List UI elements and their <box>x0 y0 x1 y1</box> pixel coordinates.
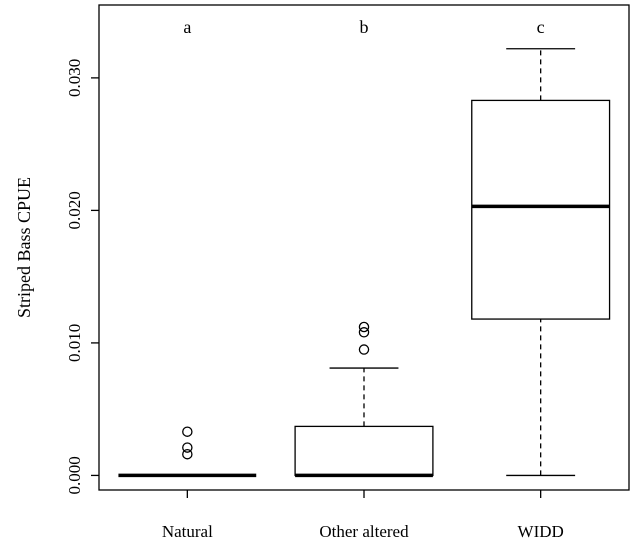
outlier-point <box>182 448 193 460</box>
outlier-point <box>182 426 193 437</box>
box-iqr <box>471 99 611 320</box>
y-axis-label: Striped Bass CPUE <box>14 177 34 318</box>
outlier-point <box>358 321 370 333</box>
y-tick-label: 0.000 <box>65 456 84 494</box>
y-axis: 0.000 0.010 0.020 0.030 <box>65 59 99 495</box>
y-tick-label: 0.010 <box>65 324 84 362</box>
x-tick-label: Other altered <box>319 522 409 541</box>
x-tick-label: WIDD <box>518 522 564 541</box>
box-iqr <box>294 425 434 477</box>
box-natural <box>118 426 257 478</box>
y-tick-label: 0.020 <box>65 191 84 229</box>
box-widd <box>471 48 611 477</box>
outlier-point <box>182 442 193 453</box>
significance-letter: b <box>360 17 369 37</box>
x-tick-label: Natural <box>162 522 213 541</box>
significance-letter: c <box>537 17 545 37</box>
box-other-altered <box>294 321 434 478</box>
outlier-point <box>358 327 370 338</box>
significance-letters: a b c <box>183 17 544 37</box>
significance-letter: a <box>183 17 191 37</box>
outlier-point <box>358 344 370 355</box>
x-axis-labels: Natural Other altered WIDD <box>162 490 564 541</box>
y-tick-label: 0.030 <box>65 59 84 97</box>
boxes <box>118 48 611 478</box>
